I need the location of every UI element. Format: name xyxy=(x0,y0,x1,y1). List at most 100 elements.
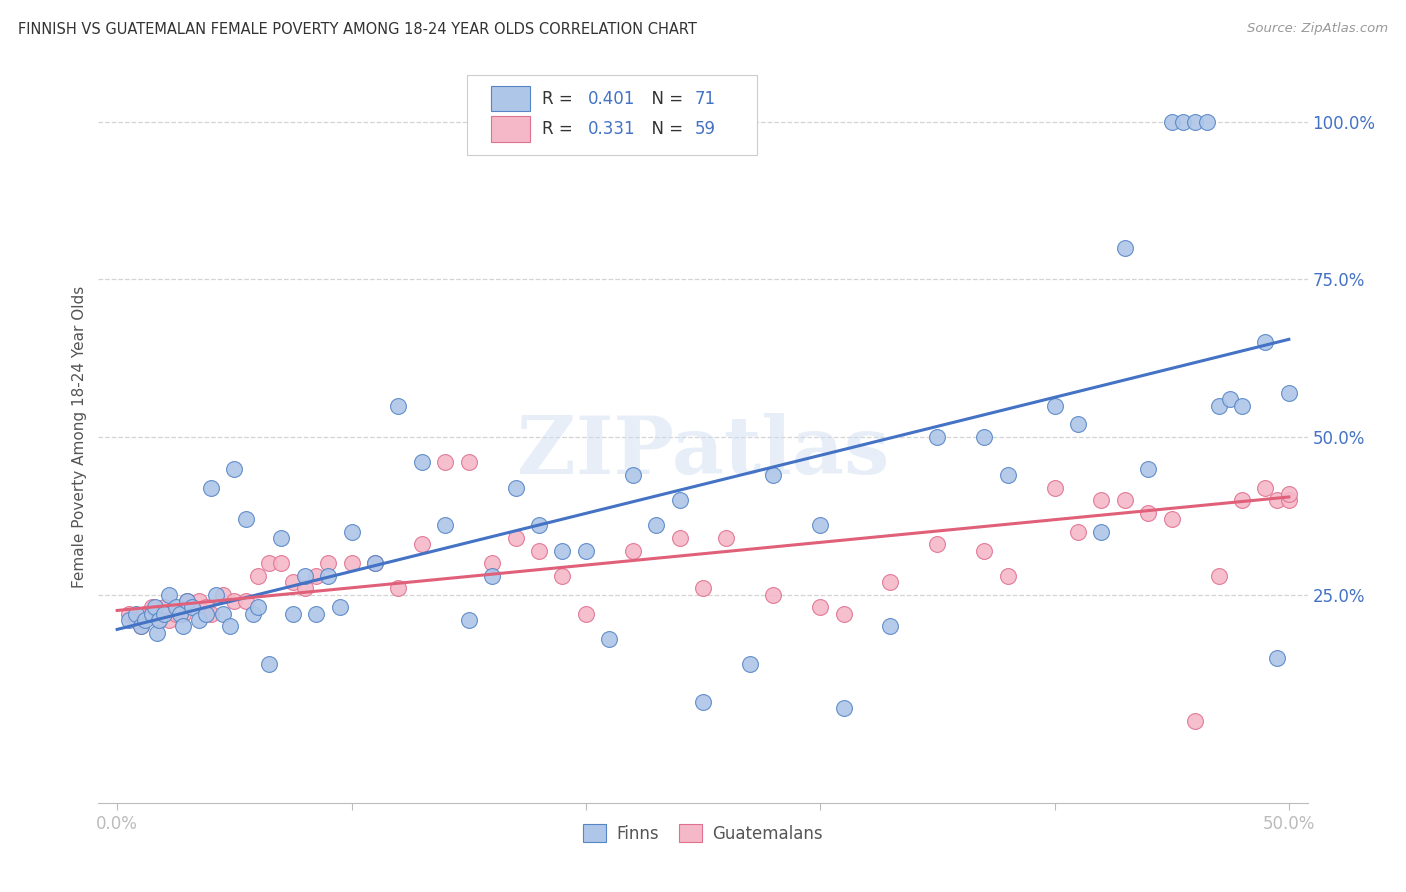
Point xyxy=(200,481,222,495)
Point xyxy=(165,607,187,621)
Text: 0.401: 0.401 xyxy=(588,90,636,108)
Point xyxy=(668,531,690,545)
Point xyxy=(316,569,339,583)
Point xyxy=(195,600,218,615)
Point xyxy=(1114,493,1136,508)
Point xyxy=(148,613,170,627)
Point xyxy=(1265,493,1288,508)
Point xyxy=(716,531,738,545)
Point xyxy=(598,632,620,646)
Point xyxy=(1230,493,1253,508)
Point xyxy=(246,600,269,615)
Text: N =: N = xyxy=(641,90,689,108)
Point xyxy=(172,607,194,621)
Y-axis label: Female Poverty Among 18-24 Year Olds: Female Poverty Among 18-24 Year Olds xyxy=(72,286,87,588)
Point xyxy=(218,619,240,633)
Point xyxy=(188,613,211,627)
Point xyxy=(1208,399,1230,413)
Point xyxy=(176,594,198,608)
Point xyxy=(157,588,180,602)
Point xyxy=(246,569,269,583)
Point xyxy=(224,594,246,608)
Point xyxy=(294,569,316,583)
Point xyxy=(153,600,176,615)
Point xyxy=(1067,524,1090,539)
Point xyxy=(129,619,152,633)
Point xyxy=(195,607,218,621)
Legend: Finns, Guatemalans: Finns, Guatemalans xyxy=(576,817,830,849)
Point xyxy=(294,582,316,596)
Point xyxy=(1043,481,1066,495)
Text: 0.331: 0.331 xyxy=(588,120,636,138)
Point xyxy=(281,607,304,621)
Point xyxy=(316,556,339,570)
Point xyxy=(551,543,574,558)
Point xyxy=(172,619,194,633)
Point xyxy=(927,430,949,444)
Point xyxy=(141,600,163,615)
Point xyxy=(242,607,264,621)
Point xyxy=(973,430,995,444)
Point xyxy=(832,701,855,715)
Point xyxy=(1160,115,1182,129)
Text: 59: 59 xyxy=(695,120,716,138)
Point xyxy=(387,399,409,413)
Point xyxy=(235,512,257,526)
Point xyxy=(329,600,352,615)
Point xyxy=(505,531,527,545)
Point xyxy=(211,588,233,602)
Point xyxy=(305,607,328,621)
Point xyxy=(169,607,191,621)
Point xyxy=(575,543,598,558)
Point xyxy=(157,613,180,627)
Point xyxy=(575,607,598,621)
Point xyxy=(141,607,163,621)
Point xyxy=(387,582,409,596)
Point xyxy=(1137,506,1160,520)
Point xyxy=(973,543,995,558)
Point xyxy=(125,607,148,621)
Point xyxy=(927,537,949,551)
Point xyxy=(551,569,574,583)
Point xyxy=(411,455,433,469)
Point xyxy=(118,613,141,627)
Point xyxy=(434,518,457,533)
Point xyxy=(832,607,855,621)
Point xyxy=(211,607,233,621)
Point xyxy=(364,556,387,570)
Point xyxy=(340,524,363,539)
Point xyxy=(1137,461,1160,475)
Point xyxy=(621,467,644,482)
Point xyxy=(259,657,281,671)
Point xyxy=(134,613,156,627)
Point xyxy=(1219,392,1241,407)
Point xyxy=(1043,399,1066,413)
Point xyxy=(762,467,785,482)
Point xyxy=(527,518,550,533)
Point xyxy=(270,556,292,570)
Point xyxy=(224,461,246,475)
Point xyxy=(527,543,550,558)
Point xyxy=(1090,493,1112,508)
Point xyxy=(165,600,187,615)
Point xyxy=(204,588,226,602)
Point xyxy=(481,569,503,583)
Point xyxy=(808,600,831,615)
FancyBboxPatch shape xyxy=(492,86,530,112)
FancyBboxPatch shape xyxy=(467,75,758,155)
Text: R =: R = xyxy=(543,90,578,108)
Point xyxy=(997,467,1019,482)
Point xyxy=(645,518,668,533)
Point xyxy=(879,619,901,633)
Point xyxy=(879,575,901,590)
Point xyxy=(1208,569,1230,583)
Point xyxy=(668,493,690,508)
Point xyxy=(1230,399,1253,413)
Text: N =: N = xyxy=(641,120,689,138)
Point xyxy=(457,455,479,469)
Point xyxy=(1184,714,1206,728)
Point xyxy=(146,625,169,640)
Text: Source: ZipAtlas.com: Source: ZipAtlas.com xyxy=(1247,22,1388,36)
Point xyxy=(692,582,714,596)
Point xyxy=(118,607,141,621)
